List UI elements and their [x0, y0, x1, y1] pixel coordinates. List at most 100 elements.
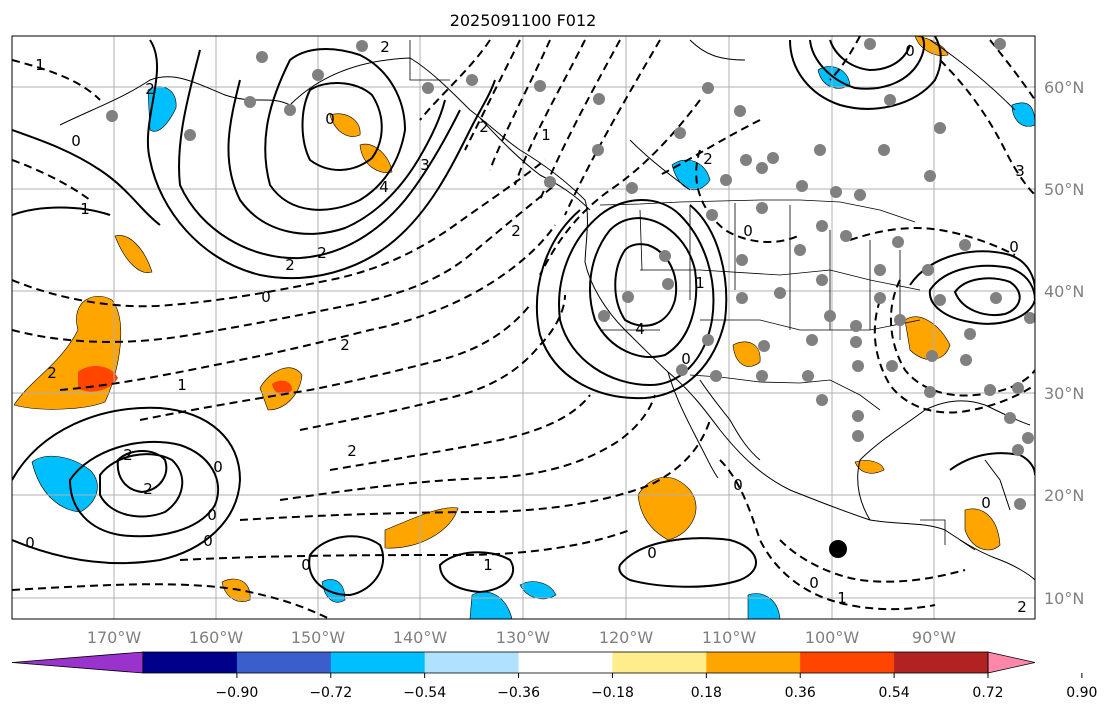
- station-dot: [702, 334, 714, 346]
- station-dot: [702, 82, 714, 94]
- station-dot: [756, 162, 768, 174]
- contour-label: 2: [47, 364, 57, 382]
- contour-lines: [12, 36, 1035, 619]
- station-dot: [964, 328, 976, 340]
- anomaly-negative-region: [1011, 102, 1035, 127]
- station-markers: [106, 38, 1035, 510]
- station-dot: [852, 410, 864, 422]
- colorbar-label: 0.72: [972, 685, 1003, 701]
- station-dot: [934, 294, 946, 306]
- map-frame: [11, 35, 1036, 620]
- colorbar-segment: [236, 652, 332, 673]
- anomaly-positive-region: [359, 143, 393, 173]
- contour-label: 2: [347, 442, 357, 460]
- political-borders: [409, 40, 976, 551]
- contour-label: 0: [261, 288, 271, 306]
- contour-label: 2: [340, 336, 350, 354]
- station-dot: [626, 182, 638, 194]
- lat-label: 60°N: [1044, 78, 1084, 97]
- station-dot: [720, 174, 732, 186]
- lat-label: 50°N: [1044, 180, 1084, 199]
- contour-label: 3: [420, 156, 430, 174]
- station-dot: [598, 310, 610, 322]
- lon-label: 150°W: [291, 628, 346, 647]
- anomaly-positive-region: [732, 341, 761, 367]
- contour-label: 2: [143, 480, 153, 498]
- anomaly-negative-region: [519, 581, 557, 600]
- station-dot: [864, 38, 876, 50]
- lat-label: 10°N: [1044, 589, 1084, 608]
- station-dot: [244, 96, 256, 108]
- station-dot: [802, 370, 814, 382]
- station-dot: [990, 292, 1002, 304]
- colorbar-segment: [518, 652, 613, 673]
- station-dot: [824, 310, 836, 322]
- station-dot: [854, 189, 866, 201]
- station-dot: [736, 254, 748, 266]
- station-dot: [356, 40, 368, 52]
- station-dot: [884, 94, 896, 106]
- contour-label: 0: [25, 534, 35, 552]
- colorbar-segment: [800, 652, 895, 673]
- station-dot: [926, 350, 938, 362]
- colorbar: −0.90 −0.72 −0.54 −0.36 −0.18 0.18 0.36 0.54 0.7…: [11, 651, 1097, 701]
- colorbar-label: 0.90: [1066, 685, 1097, 701]
- colorbar-label: −0.72: [309, 685, 352, 701]
- anomaly-negative-region: [321, 579, 346, 603]
- anomaly-positive-region: [384, 507, 459, 549]
- contour-label: 0: [743, 222, 753, 240]
- anomaly-positive-region: [329, 113, 361, 137]
- contour-label: 4: [635, 320, 645, 338]
- station-dot: [592, 144, 604, 156]
- contour-label: 0: [301, 556, 311, 574]
- station-dot: [1014, 498, 1026, 510]
- map-title: 2025091100 F012: [450, 11, 597, 30]
- lon-label: 130°W: [496, 628, 551, 647]
- contour-label: 0: [207, 506, 217, 524]
- station-dot: [850, 336, 862, 348]
- station-dot: [1012, 382, 1024, 394]
- lon-label: 100°W: [805, 628, 860, 647]
- contour-label: 1: [483, 556, 493, 574]
- station-dot: [256, 51, 268, 63]
- colorbar-segment: [143, 652, 238, 673]
- shaded-anomaly-regions: [13, 36, 1035, 619]
- anomaly-strong-positive-region: [272, 380, 292, 395]
- colorbar-segment: [330, 652, 426, 673]
- colorbar-segment: [894, 652, 989, 673]
- lat-label: 40°N: [1044, 282, 1084, 301]
- anomaly-positive-region: [904, 316, 951, 360]
- colorbar-label: −0.90: [215, 685, 258, 701]
- contour-label: 0: [905, 42, 915, 60]
- station-dot: [840, 230, 852, 242]
- station-dot: [622, 291, 634, 303]
- station-dot: [806, 334, 818, 346]
- contour-label: 2: [1017, 598, 1027, 616]
- station-dot: [774, 287, 786, 299]
- station-dot: [756, 202, 768, 214]
- contour-label: 0: [809, 574, 819, 592]
- station-dot: [894, 314, 906, 326]
- station-dot: [422, 82, 434, 94]
- station-dot: [659, 250, 671, 262]
- station-dot: [994, 38, 1006, 50]
- station-dot: [852, 360, 864, 372]
- station-dot: [816, 394, 828, 406]
- contour-label: 0: [71, 132, 81, 150]
- station-dot: [1004, 412, 1016, 424]
- latitude-labels: 60°N 50°N 40°N 30°N 20°N 10°N: [1044, 78, 1084, 608]
- lon-label: 110°W: [702, 628, 757, 647]
- anomaly-positive-region: [854, 460, 885, 474]
- station-dot: [960, 354, 972, 366]
- contour-label: 0: [981, 494, 991, 512]
- lat-label: 30°N: [1044, 384, 1084, 403]
- station-dot: [662, 278, 674, 290]
- lat-label: 20°N: [1044, 486, 1084, 505]
- station-dot: [924, 170, 936, 182]
- colorbar-label: −0.18: [591, 685, 634, 701]
- station-dot: [874, 292, 886, 304]
- contour-label: 2: [479, 118, 489, 136]
- station-dot: [756, 370, 768, 382]
- colorbar-extend-high: [987, 651, 1036, 674]
- station-dot: [1022, 432, 1034, 444]
